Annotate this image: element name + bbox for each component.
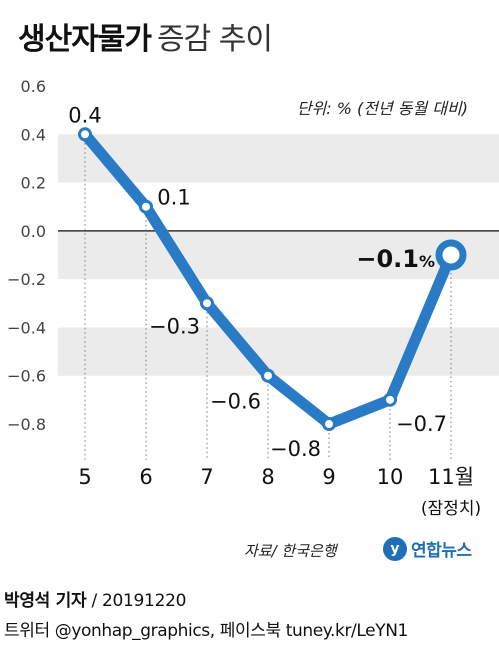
- data-label: 0.1: [157, 186, 190, 210]
- unit-note: 단위: % (전년 동월 대비): [297, 99, 468, 118]
- x-tick-sublabel: (잠정치): [421, 499, 481, 519]
- byline-separator: /: [91, 591, 97, 611]
- grid-band: [58, 327, 499, 376]
- data-label: −0.6: [210, 390, 261, 414]
- data-point: [383, 392, 397, 407]
- data-point: [200, 296, 214, 311]
- x-tick-label: 7: [200, 465, 213, 489]
- y-tick-label: 0.6: [21, 77, 46, 96]
- chart-title: 생산자물가 증감 추이: [18, 14, 273, 58]
- chart-title-sub: 증감 추이: [157, 22, 273, 57]
- x-tick-label: 6: [139, 465, 152, 489]
- yonhap-logo-icon: y: [383, 536, 407, 561]
- grid-band: [58, 230, 499, 280]
- y-tick-label: −0.2: [7, 270, 46, 289]
- background-bands: [58, 134, 499, 376]
- y-axis-ticks: 0.6 0.4 0.2 0.0 −0.2 −0.4 −0.6 −0.8: [7, 77, 46, 434]
- x-tick-label: 8: [261, 465, 274, 489]
- x-tick-label: 10: [377, 465, 404, 489]
- y-tick-label: −0.8: [7, 415, 46, 434]
- data-label: −0.8: [270, 437, 321, 461]
- x-axis-ticks: 5 6 7 8 9 10 11월 (잠정치): [78, 465, 481, 519]
- data-labels: 0.4 0.1 −0.3 −0.6 −0.8 −0.7 −0.1%: [68, 103, 447, 461]
- byline-date: 20191220: [101, 591, 187, 611]
- data-point-highlight: [435, 239, 467, 271]
- grid-band: [58, 134, 499, 183]
- yonhap-logo-text: 연합뉴스: [411, 541, 472, 561]
- y-tick-label: 0.0: [21, 222, 46, 241]
- data-label: −0.7: [396, 412, 447, 436]
- data-label-unit: %: [419, 252, 435, 271]
- social-links: 트위터 @yonhap_graphics, 페이스북 tuney.kr/LeYN…: [4, 621, 408, 641]
- y-tick-label: 0.2: [21, 174, 46, 193]
- reporter-name: 박영석 기자: [4, 591, 87, 611]
- data-points: [78, 127, 467, 431]
- byline: 박영석 기자 / 20191220: [4, 586, 186, 611]
- chart-title-main: 생산자물가: [18, 22, 152, 57]
- y-tick-label: −0.6: [7, 367, 46, 386]
- line-chart: 0.6 0.4 0.2 0.0 −0.2 −0.4 −0.6 −0.8 단위: % (전년 동…: [7, 77, 499, 519]
- data-label: −0.3: [149, 314, 200, 338]
- data-label: 0.4: [68, 103, 101, 127]
- y-tick-label: 0.4: [21, 125, 46, 144]
- data-point: [322, 417, 336, 431]
- yonhap-logo: y 연합뉴스: [383, 536, 472, 561]
- data-point: [78, 127, 92, 142]
- data-point: [139, 199, 153, 214]
- source-note: 자료/ 한국은행: [244, 542, 337, 560]
- x-tick-label: 9: [322, 465, 335, 489]
- x-tick-label: 5: [78, 465, 91, 489]
- data-point: [261, 368, 275, 383]
- x-tick-label: 11월: [428, 465, 474, 489]
- data-label-highlight: −0.1%: [356, 245, 435, 273]
- y-tick-label: −0.4: [7, 318, 46, 337]
